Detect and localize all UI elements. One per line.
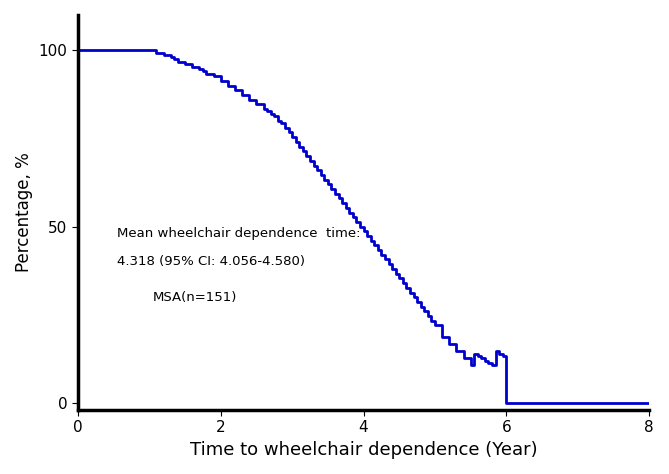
Y-axis label: Percentage, %: Percentage, % [15, 153, 33, 273]
Text: Mean wheelchair dependence  time:: Mean wheelchair dependence time: [117, 227, 361, 240]
X-axis label: Time to wheelchair dependence (Year): Time to wheelchair dependence (Year) [190, 441, 537, 459]
Text: 4.318 (95% CI: 4.056-4.580): 4.318 (95% CI: 4.056-4.580) [117, 255, 305, 268]
Text: MSA(n=151): MSA(n=151) [153, 291, 237, 304]
